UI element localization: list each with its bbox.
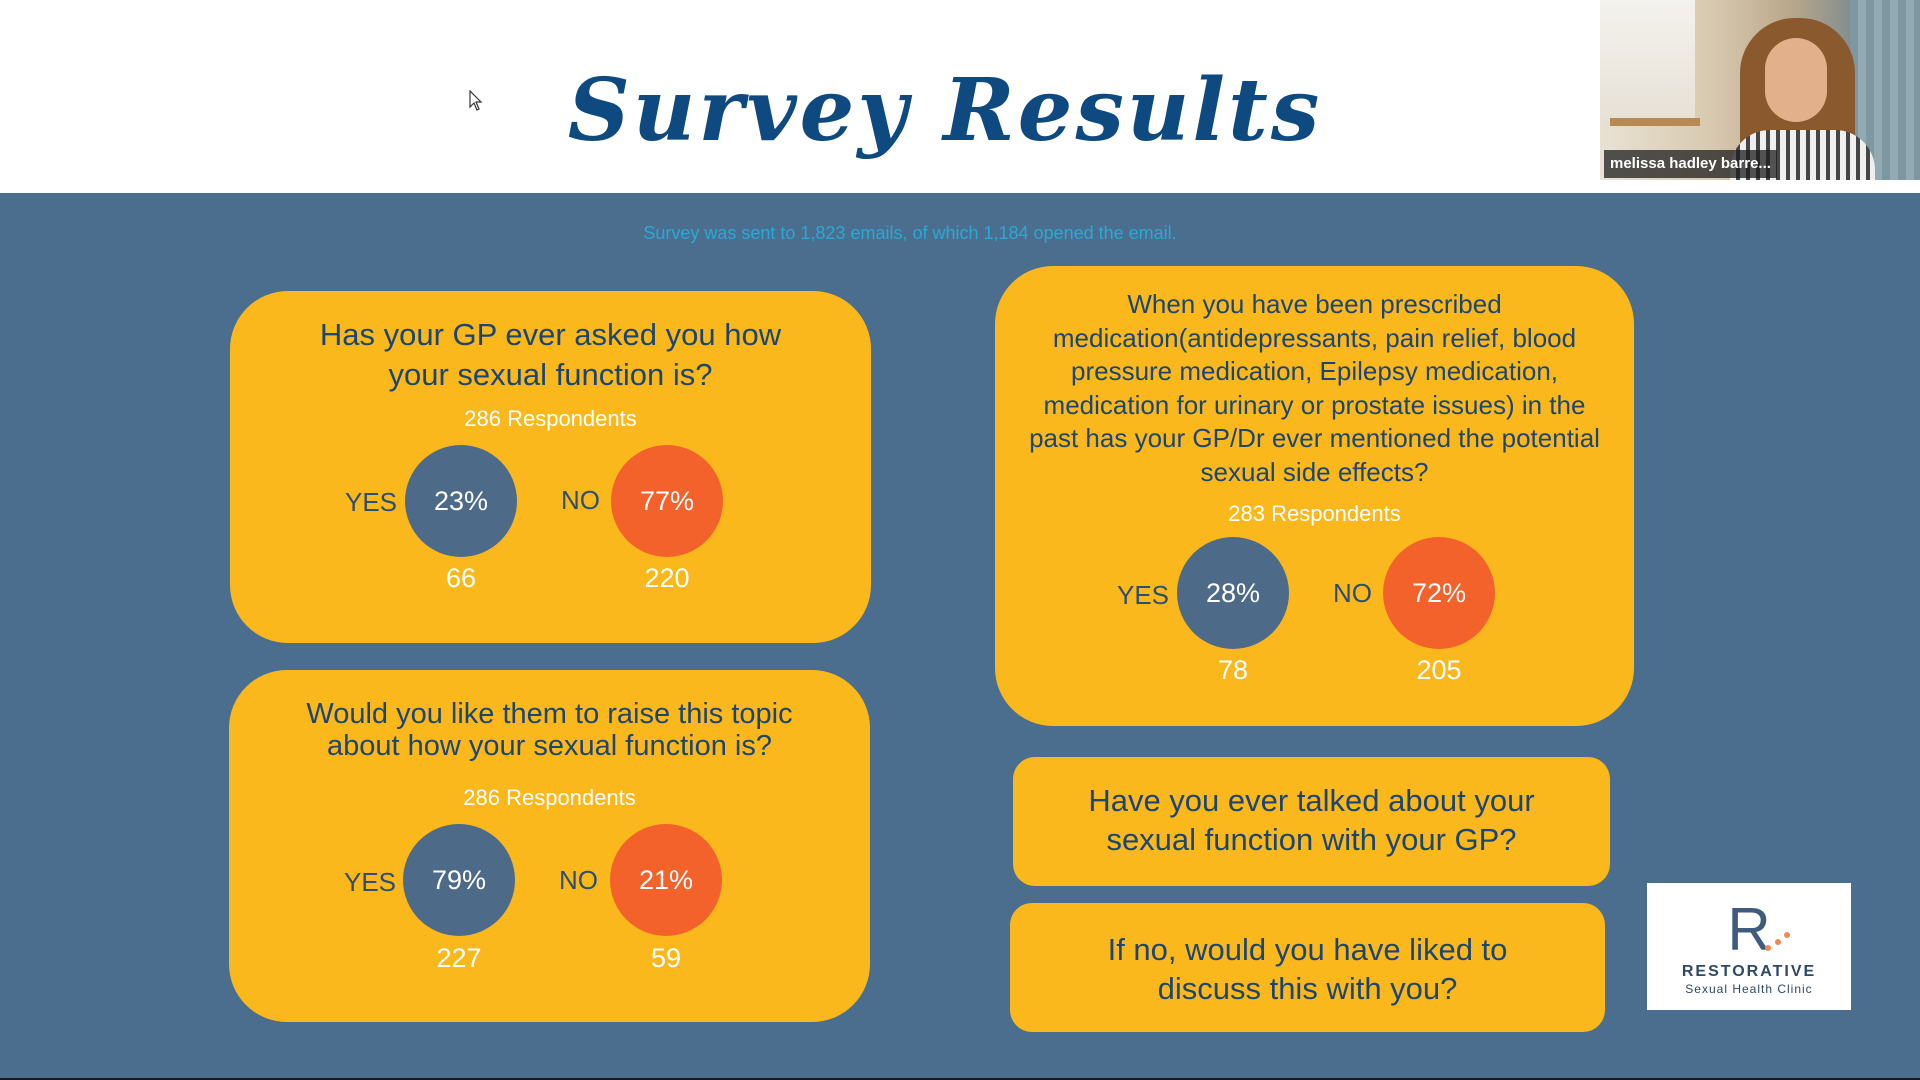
no-percentage-circle: 21% (610, 824, 722, 936)
video-background-shelf (1610, 118, 1700, 126)
yes-count: 227 (436, 943, 482, 973)
restorative-clinic-logo: R RESTORATIVE Sexual Health Clinic (1647, 883, 1851, 1010)
yes-percentage-circle: 23% (405, 445, 517, 557)
yes-label: YES (345, 487, 398, 517)
question-text: Has your GP ever asked you how your sexu… (319, 317, 782, 392)
no-percentage-circle: 72% (1383, 537, 1495, 649)
logo-dot (1784, 932, 1790, 938)
yes-count: 78 (1217, 655, 1249, 685)
question-text: Have you ever talked about your sexual f… (1088, 783, 1535, 857)
logo-dot (1765, 945, 1771, 951)
respondents-count: 286 Respondents (464, 406, 637, 431)
no-count: 205 (1416, 655, 1462, 685)
question-text: When you have been prescribed medication… (1029, 289, 1600, 487)
logo-tagline: Sexual Health Clinic (1685, 982, 1813, 996)
question-card-gp-asked: Has your GP ever asked you how your sexu… (230, 291, 871, 643)
question-card-medication-side-effects: When you have been prescribed medication… (995, 266, 1634, 726)
no-percentage-circle: 77% (611, 445, 723, 557)
question-box-talked-with-gp: Have you ever talked about your sexual f… (1013, 757, 1610, 886)
logo-brand-name: RESTORATIVE (1681, 963, 1817, 980)
no-label: NO (1333, 578, 1372, 608)
no-label: NO (559, 865, 598, 895)
mouse-cursor-icon (469, 90, 483, 111)
logo-mark: R (1727, 896, 1771, 963)
logo-dot (1775, 939, 1781, 945)
yes-label: YES (344, 867, 397, 897)
yes-percentage-circle: 28% (1177, 537, 1289, 649)
survey-summary: Survey was sent to 1,823 emails, of whic… (643, 223, 1177, 243)
respondents-count: 283 Respondents (1228, 501, 1401, 526)
video-background-window (1600, 0, 1695, 120)
question-box-liked-to-discuss: If no, would you have liked to discuss t… (1010, 903, 1605, 1032)
question-card-raise-topic: Would you like them to raise this topic … (229, 670, 870, 1022)
yes-percentage-circle: 79% (403, 824, 515, 936)
participant-name-label: melissa hadley barre... (1604, 150, 1777, 178)
participant-video-tile[interactable]: melissa hadley barre... (1600, 0, 1920, 180)
bottom-border (0, 1078, 1920, 1080)
no-count: 59 (650, 943, 682, 973)
question-text: Would you like them to raise this topic … (306, 698, 793, 762)
yes-count: 66 (445, 563, 477, 593)
respondents-count: 286 Respondents (463, 785, 636, 810)
page-title: Survey Results (567, 60, 1323, 161)
no-count: 220 (644, 563, 690, 593)
participant-face (1765, 38, 1827, 122)
no-label: NO (561, 485, 600, 515)
question-text: If no, would you have liked to discuss t… (1107, 932, 1508, 1006)
yes-label: YES (1117, 580, 1170, 610)
